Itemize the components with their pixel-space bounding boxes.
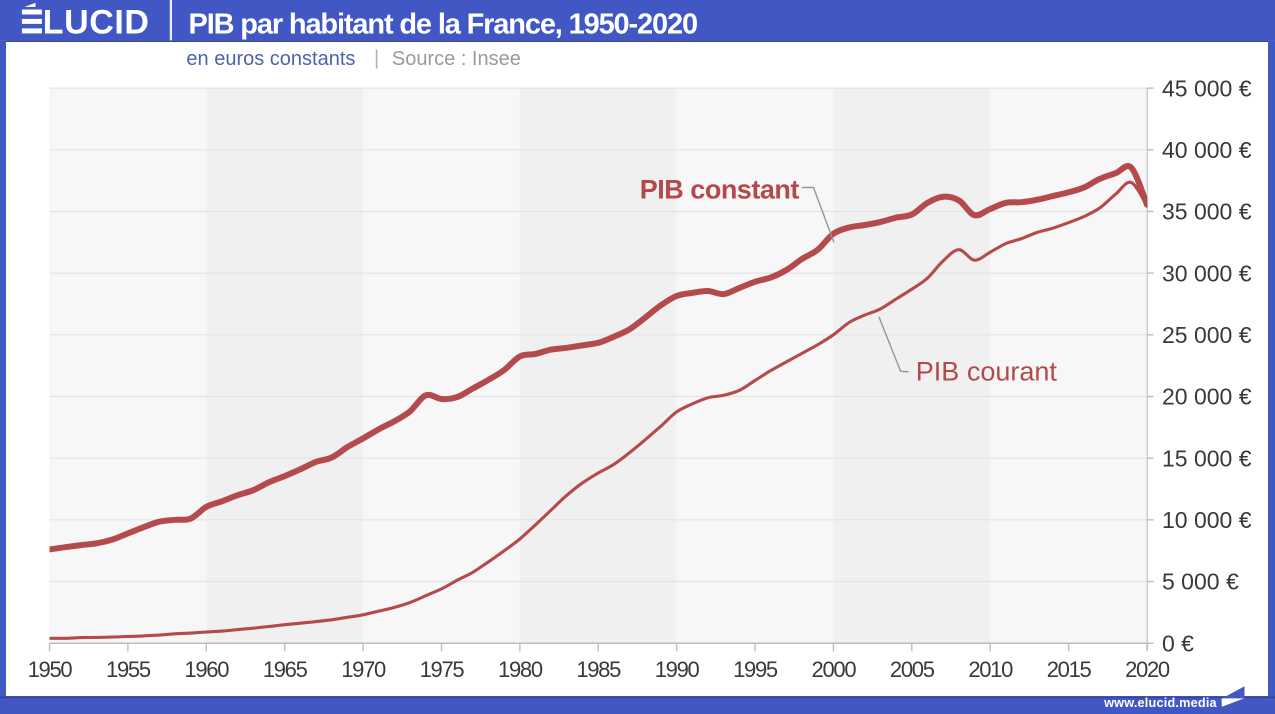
svg-text:2005: 2005 — [890, 657, 935, 682]
svg-text:1975: 1975 — [420, 657, 465, 682]
svg-text:PIB par habitant de la France,: PIB par habitant de la France, 1950-2020 — [189, 8, 697, 40]
svg-text:1995: 1995 — [733, 657, 778, 682]
svg-text:LUCID: LUCID — [43, 3, 150, 41]
svg-text:1965: 1965 — [263, 657, 308, 682]
svg-text:15 000 €: 15 000 € — [1162, 445, 1252, 471]
svg-text:35 000 €: 35 000 € — [1162, 199, 1252, 225]
svg-text:1950: 1950 — [28, 657, 73, 682]
svg-text:1955: 1955 — [106, 657, 151, 682]
svg-text:1980: 1980 — [498, 657, 543, 682]
svg-text:en euros constants: en euros constants — [186, 48, 355, 70]
svg-text:1985: 1985 — [576, 657, 621, 682]
svg-text:1990: 1990 — [655, 657, 700, 682]
svg-text:25 000 €: 25 000 € — [1162, 322, 1252, 348]
svg-text:10 000 €: 10 000 € — [1162, 507, 1252, 533]
svg-text:20 000 €: 20 000 € — [1162, 384, 1252, 410]
svg-text:PIB courant: PIB courant — [916, 356, 1058, 386]
svg-text:2010: 2010 — [968, 657, 1013, 682]
svg-text:1960: 1960 — [184, 657, 229, 682]
svg-text:|: | — [374, 48, 379, 70]
svg-text:Source : Insee: Source : Insee — [392, 48, 521, 70]
svg-text:2000: 2000 — [812, 657, 857, 682]
svg-text:5 000 €: 5 000 € — [1162, 569, 1239, 595]
svg-text:1970: 1970 — [341, 657, 386, 682]
svg-text:2020: 2020 — [1125, 657, 1170, 682]
svg-text:40 000 €: 40 000 € — [1162, 137, 1252, 163]
svg-text:PIB constant: PIB constant — [640, 174, 800, 204]
svg-text:45 000 €: 45 000 € — [1162, 75, 1252, 101]
svg-text:www.elucid.media: www.elucid.media — [1103, 696, 1217, 710]
svg-text:30 000 €: 30 000 € — [1162, 260, 1252, 286]
svg-text:2015: 2015 — [1047, 657, 1092, 682]
svg-text:0 €: 0 € — [1162, 630, 1194, 656]
